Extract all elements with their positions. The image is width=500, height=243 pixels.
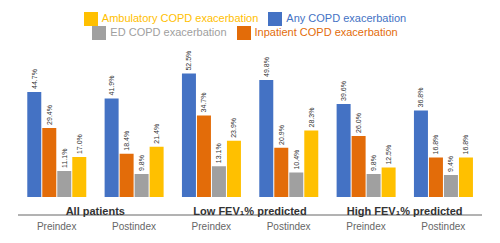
svg-text:16.8%: 16.8% — [462, 135, 469, 155]
svg-text:44.7%: 44.7% — [31, 69, 38, 89]
svg-text:Low FEV₁% predicted: Low FEV₁% predicted — [193, 205, 306, 217]
svg-text:12.5%: 12.5% — [385, 145, 392, 165]
svg-text:Preindex: Preindex — [37, 221, 76, 232]
svg-text:20.9%: 20.9% — [278, 125, 285, 145]
svg-text:All patients: All patients — [66, 205, 125, 217]
html-text:Ambulatory COPD exacerbation: Ambulatory COPD exacerbation — [101, 12, 259, 24]
svg-text:28.3%: 28.3% — [308, 108, 315, 128]
svg-text:39.6%: 39.6% — [340, 81, 347, 101]
svg-text:16.8%: 16.8% — [432, 135, 439, 155]
svg-text:34.7%: 34.7% — [200, 93, 207, 113]
html-text:ED COPD exacerbation: ED COPD exacerbation — [110, 26, 227, 39]
svg-text:Postindex: Postindex — [421, 221, 465, 232]
svg-text:49.8%: 49.8% — [263, 57, 270, 77]
svg-text:10.4%: 10.4% — [293, 150, 300, 170]
svg-text:26.0%: 26.0% — [355, 113, 362, 133]
svg-text:21.4%: 21.4% — [153, 124, 160, 144]
html-text:Inpatient COPD exacerbation: Inpatient COPD exacerbation — [254, 26, 398, 39]
svg-text:9.8%: 9.8% — [370, 155, 377, 171]
svg-text:Preindex: Preindex — [346, 221, 385, 232]
svg-text:17.0%: 17.0% — [76, 134, 83, 154]
svg-text:13.1%: 13.1% — [215, 143, 222, 163]
svg-text:18.4%: 18.4% — [123, 131, 130, 151]
svg-text:Postindex: Postindex — [112, 221, 156, 232]
svg-text:Postindex: Postindex — [267, 221, 311, 232]
svg-text:9.4%: 9.4% — [447, 156, 454, 172]
svg-text:23.9%: 23.9% — [230, 118, 237, 138]
svg-text:High FEV₁% predicted: High FEV₁% predicted — [347, 205, 463, 217]
svg-text:36.8%: 36.8% — [417, 88, 424, 108]
html-text:Any COPD exacerbation: Any COPD exacerbation — [286, 12, 407, 24]
svg-text:29.4%: 29.4% — [46, 105, 53, 125]
svg-text:41.9%: 41.9% — [108, 76, 115, 96]
svg-text:9.8%: 9.8% — [138, 155, 145, 171]
svg-text:52.5%: 52.5% — [185, 51, 192, 71]
svg-text:11.1%: 11.1% — [61, 149, 68, 168]
svg-text:Preindex: Preindex — [192, 221, 231, 232]
